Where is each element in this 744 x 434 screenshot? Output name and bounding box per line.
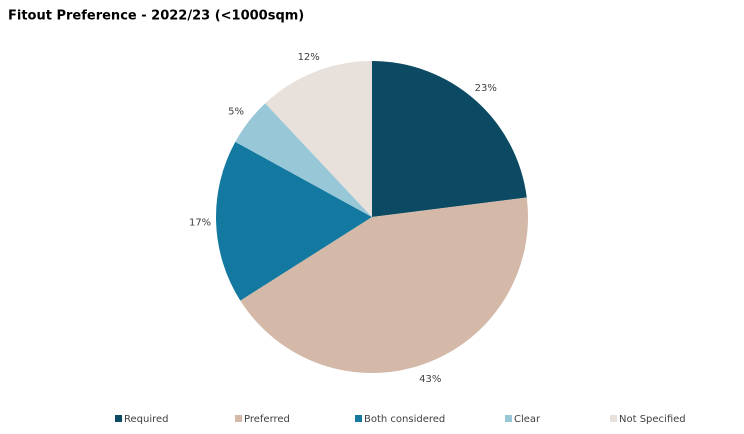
pie-slice	[240, 197, 528, 374]
data-label: 12%	[298, 52, 320, 63]
pie-slice	[216, 141, 372, 301]
legend-label: Required	[124, 414, 169, 425]
data-label: 43%	[419, 374, 441, 385]
data-label: 5%	[228, 107, 244, 118]
data-label: 23%	[475, 83, 497, 94]
legend-swatch	[505, 415, 512, 422]
data-label: 17%	[189, 217, 211, 228]
legend-swatch	[235, 415, 242, 422]
pie-slice	[372, 61, 527, 217]
legend-swatch	[610, 415, 617, 422]
legend-label: Not Specified	[619, 414, 686, 425]
legend-label: Clear	[514, 414, 541, 425]
pie-slice	[235, 103, 372, 217]
legend-label: Both considered	[364, 414, 445, 425]
chart-title: Fitout Preference - 2022/23 (<1000sqm)	[8, 9, 304, 24]
legend-swatch	[115, 415, 122, 422]
legend-swatch	[355, 415, 362, 422]
pie-slice	[265, 61, 372, 217]
legend-label: Preferred	[244, 414, 290, 425]
